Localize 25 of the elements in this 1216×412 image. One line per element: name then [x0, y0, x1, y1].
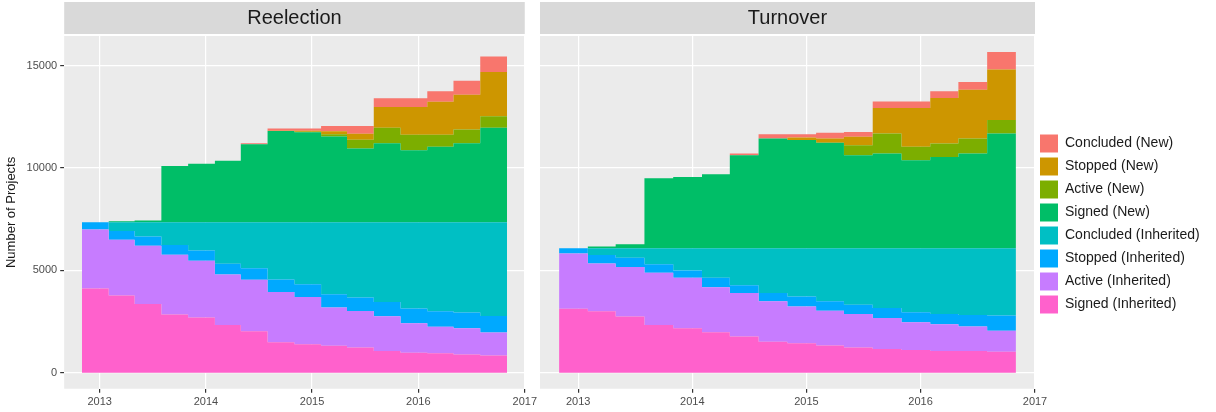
legend-label: Concluded (New)	[1065, 134, 1174, 151]
legend-label: Stopped (Inherited)	[1065, 249, 1185, 266]
x-tick-label: 2015	[299, 395, 325, 408]
y-tick-label: 15000	[26, 58, 58, 71]
x-tick-label: 2015	[794, 395, 819, 408]
x-tick-label: 2013	[87, 395, 112, 408]
legend-label: Signed (Inherited)	[1065, 295, 1177, 312]
y-tick-label: 5000	[32, 263, 58, 276]
x-tick-label: 2014	[680, 395, 705, 408]
chart-title: Turnover	[747, 5, 828, 28]
x-tick-label: 2014	[193, 395, 219, 408]
y-tick-label: 10000	[26, 160, 58, 173]
legend-label: Active (New)	[1065, 180, 1145, 197]
x-tick-label: 2016	[406, 395, 431, 408]
legend-label: Signed (New)	[1065, 203, 1150, 220]
x-tick-label: 2013	[565, 395, 591, 408]
x-tick-label: 2016	[908, 395, 933, 408]
y-axis-title: Number of Projects	[3, 156, 19, 269]
chart-title: Reelection	[247, 5, 342, 28]
legend-label: Active (Inherited)	[1065, 272, 1171, 289]
x-tick-label: 2017	[512, 395, 538, 408]
x-tick-label: 2017	[1022, 395, 1048, 408]
legend-label: Concluded (Inherited)	[1065, 226, 1200, 243]
y-tick-label: 0	[51, 365, 58, 378]
legend-label: Stopped (New)	[1065, 157, 1159, 174]
